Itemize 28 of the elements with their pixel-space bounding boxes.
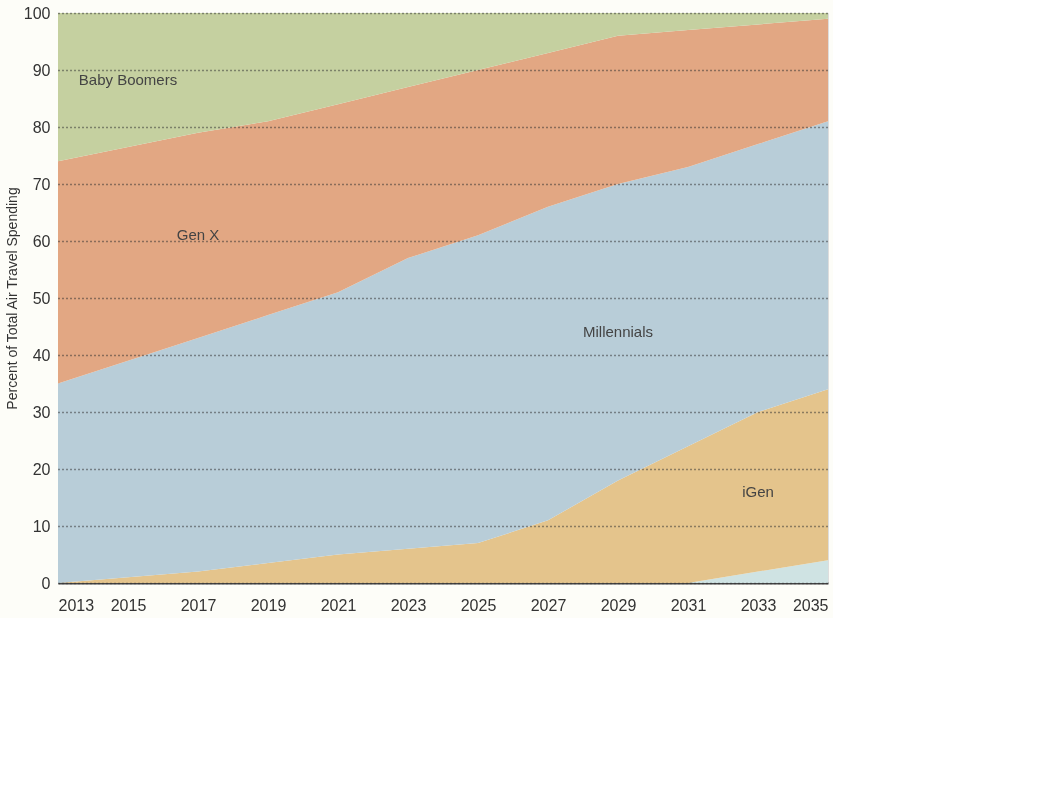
x-tick-label: 2033: [740, 596, 777, 614]
series-label: Gen X: [176, 226, 220, 244]
y-axis-title: Percent of Total Air Travel Spending: [3, 187, 20, 410]
x-tick-label: 2015: [110, 596, 147, 614]
x-tick-label: 2029: [600, 596, 637, 614]
y-tick-label: 40: [32, 346, 51, 364]
y-tick-label: 60: [32, 232, 51, 250]
y-tick-label: 90: [32, 61, 51, 79]
y-tick-label: 100: [23, 4, 51, 22]
y-tick-label: 20: [32, 460, 51, 478]
x-tick-label: 2025: [460, 596, 497, 614]
x-tick-label: 2035: [792, 596, 829, 614]
y-tick-label: 30: [32, 403, 51, 421]
y-tick-label: 0: [41, 574, 51, 592]
y-tick-label: 50: [32, 289, 51, 307]
x-tick-label: 2013: [58, 596, 95, 614]
x-tick-label: 2019: [250, 596, 287, 614]
series-label: Baby Boomers: [78, 70, 178, 88]
y-tick-label: 80: [32, 118, 51, 136]
x-tick-label: 2023: [390, 596, 427, 614]
series-label: Millennials: [582, 323, 654, 341]
series-label: iGen: [742, 482, 774, 500]
y-tick-label: 10: [32, 517, 51, 535]
x-tick-label: 2027: [530, 596, 567, 614]
x-tick-label: 2017: [180, 596, 217, 614]
x-tick-label: 2031: [670, 596, 707, 614]
y-tick-label: 70: [32, 175, 51, 193]
x-tick-label: 2021: [320, 596, 357, 614]
